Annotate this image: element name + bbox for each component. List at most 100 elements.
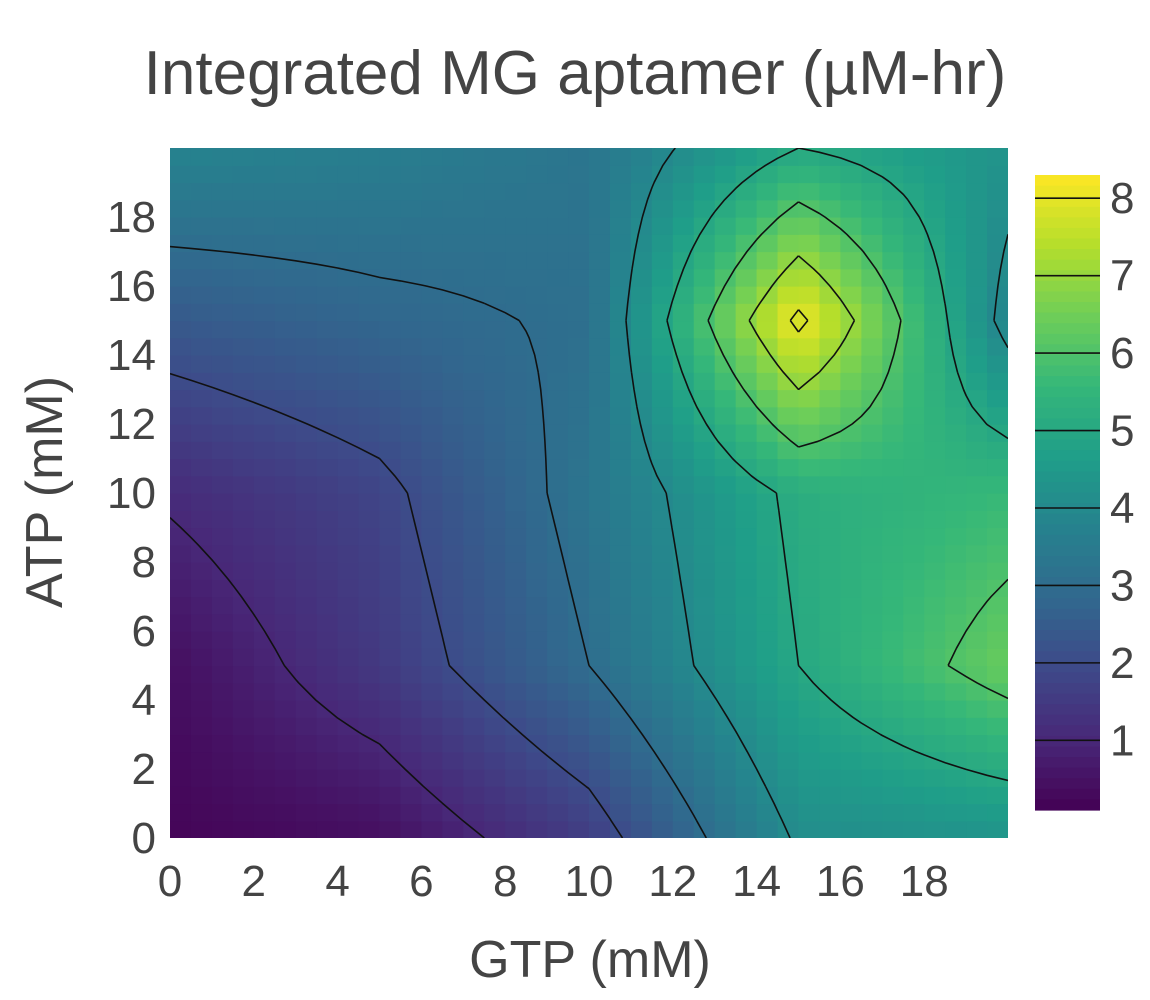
heatmap-cell [190,303,213,322]
heatmap-cell [945,769,967,787]
heatmap-cell [589,786,611,805]
heatmap-cell [903,682,925,701]
heatmap-cell [316,682,339,701]
colorbar-segment [1035,757,1100,769]
heatmap-cell [505,682,527,701]
heatmap-cell [442,424,464,442]
heatmap-cell [756,734,779,753]
heatmap-cell [777,751,800,770]
y-tick-label: 18 [107,193,156,242]
x-tick-label: 10 [565,857,614,906]
heatmap-cell [316,631,339,649]
heatmap-cell [861,441,883,460]
heatmap-cell [966,234,988,253]
heatmap-cell [882,544,904,563]
heatmap-cell [358,458,381,477]
heatmap-cell [484,199,506,218]
heatmap-cell [798,751,821,770]
heatmap-cell [630,458,653,477]
heatmap-cell [630,544,653,563]
heatmap-cell [442,320,464,339]
heatmap-cell [190,579,213,598]
heatmap-cell [463,631,485,649]
heatmap-cell [924,268,946,287]
heatmap-cell [379,355,402,373]
heatmap-cell [170,424,192,442]
heatmap-cell [609,337,632,356]
colorbar-segment [1035,217,1100,229]
heatmap-cell [190,148,213,166]
heatmap-cell [379,372,402,391]
heatmap-cell [840,579,862,598]
heatmap-cell [484,217,506,235]
heatmap-cell [777,648,800,667]
heatmap-cell [295,751,318,770]
heatmap-cell [190,406,213,425]
contour-line [666,148,1008,782]
heatmap-cell [882,510,904,529]
heatmap-cell [568,648,590,667]
heatmap-cell [777,372,800,391]
heatmap-cell [735,199,758,218]
heatmap-cell [861,303,883,322]
heatmap-cell [609,251,632,270]
colorbar-segment [1035,429,1100,441]
colorbar-segment [1035,323,1100,335]
heatmap-cell [232,717,255,736]
heatmap-cell [316,510,339,529]
heatmap-cell [672,734,695,753]
heatmap-cell [484,579,506,598]
heatmap-cell [672,320,695,339]
heatmap-cell [840,148,862,166]
heatmap-cell [735,786,758,805]
heatmap-cell [484,803,506,822]
heatmap-cell [651,217,674,235]
heatmap-cell [505,544,527,563]
heatmap-cell [568,458,590,477]
heatmap-cell [756,562,779,580]
heatmap-cell [861,182,883,201]
colorbar-segment [1035,714,1100,726]
heatmap-cell [568,165,590,184]
heatmap-cell [798,182,821,201]
heatmap-cell [232,217,255,235]
heatmap-cell [400,320,422,339]
heatmap-cell [505,769,527,787]
heatmap-cell [882,700,904,718]
chart-title: Integrated MG aptamer (µM-hr) [143,39,1007,108]
heatmap-cell [987,631,1008,649]
heatmap-cell [526,803,548,822]
heatmap-cell [211,493,234,511]
heatmap-cell [589,268,611,287]
heatmap-cell [463,320,485,339]
colorbar-segment [1035,259,1100,271]
heatmap-cell [463,613,485,632]
heatmap-cell [421,268,443,287]
colorbar-segment [1035,608,1100,621]
heatmap-cell [253,286,276,304]
heatmap-cell [882,337,904,356]
heatmap-cell [358,596,381,615]
heatmap-cell [442,786,464,805]
heatmap-cell [861,337,883,356]
heatmap-cell [379,803,402,822]
heatmap-cell [693,199,716,218]
heatmap-cell [589,286,611,304]
heatmap-cell [505,475,527,494]
heatmap-cell [316,527,339,546]
heatmap-cell [190,320,213,339]
heatmap-cell [945,631,967,649]
colorbar-segment [1035,556,1100,568]
heatmap-cell [798,286,821,304]
heatmap-cell [672,199,695,218]
heatmap-cell [526,234,548,253]
heatmap-cell [945,510,967,529]
heatmap-cell [274,165,297,184]
heatmap-cell [819,165,841,184]
heatmap-cell [526,286,548,304]
heatmap-cell [756,165,779,184]
heatmap-cell [966,286,988,304]
heatmap-cell [777,769,800,787]
heatmap-cell [882,579,904,598]
heatmap-cell [316,320,339,339]
